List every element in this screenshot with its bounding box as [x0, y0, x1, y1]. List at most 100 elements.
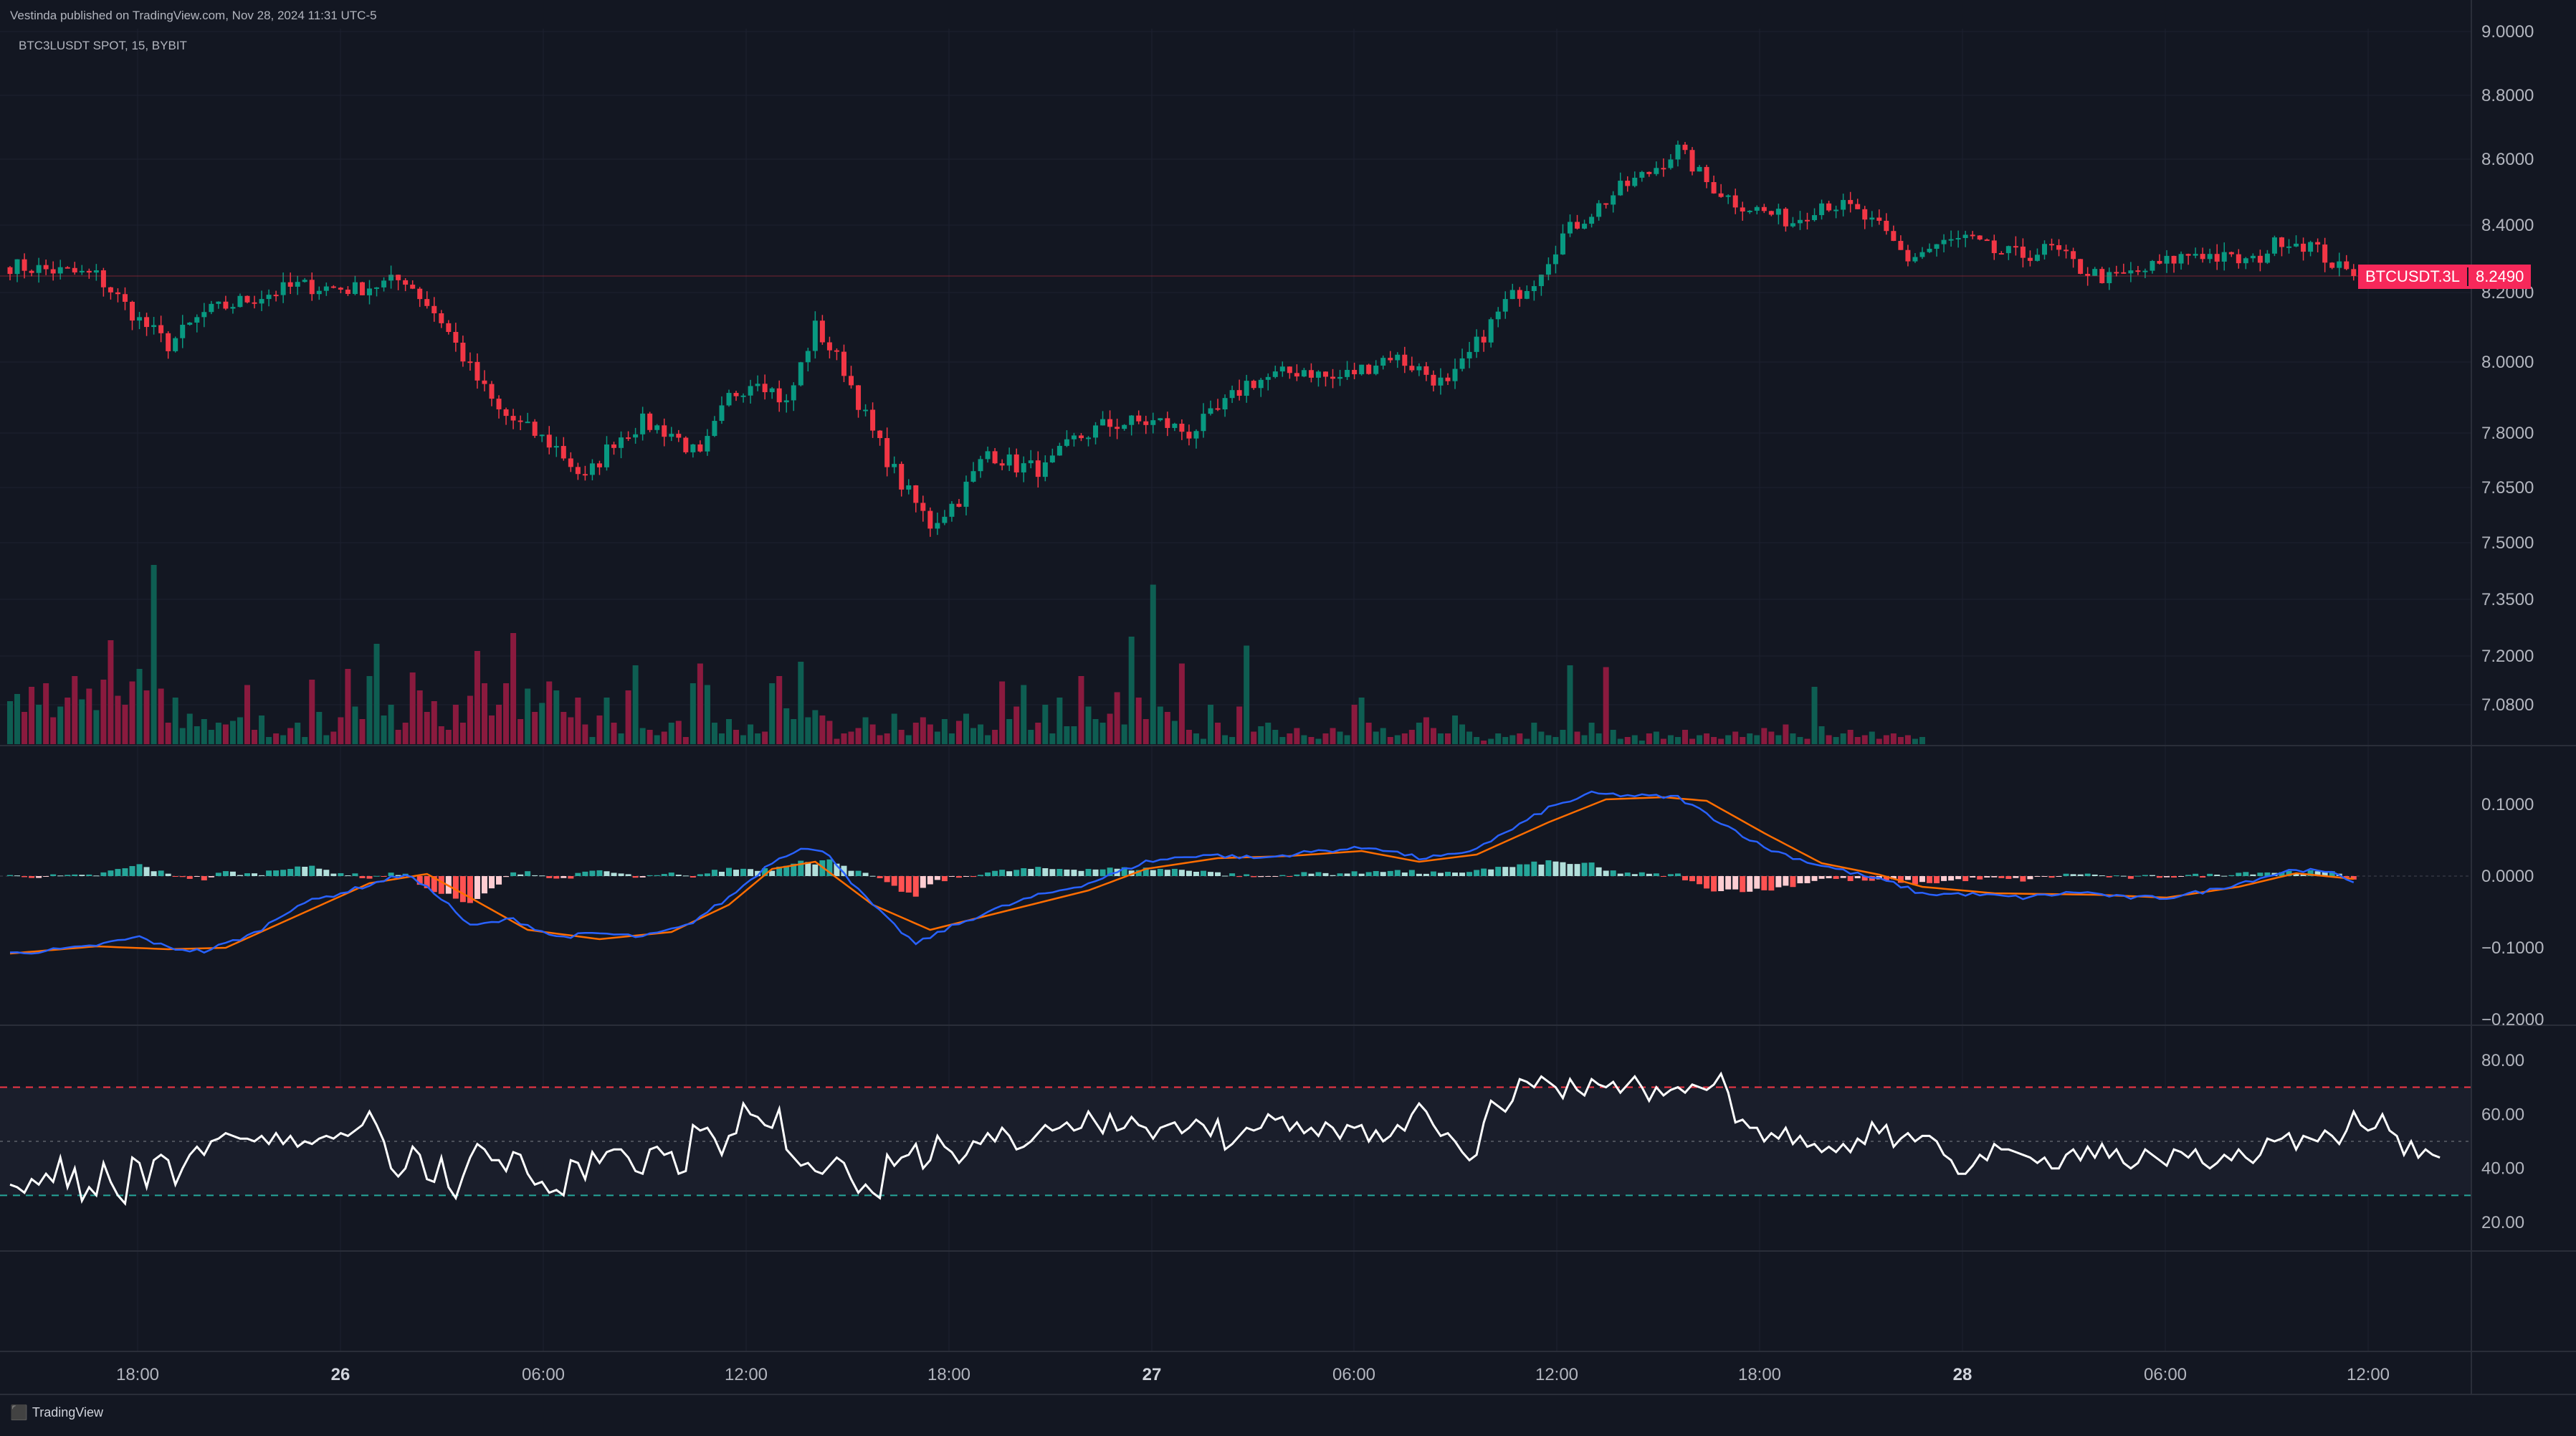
macd-histogram-bar: [2013, 876, 2019, 878]
candle-body: [1481, 336, 1487, 343]
candle-body: [424, 299, 430, 306]
volume-bar: [122, 705, 128, 744]
macd-histogram-bar: [2020, 876, 2026, 882]
volume-bar: [884, 733, 890, 744]
candle-body: [1301, 370, 1307, 377]
candle: [309, 272, 315, 301]
candle-body: [1395, 354, 1401, 361]
candle: [474, 353, 480, 389]
candle-body: [662, 425, 667, 437]
candle-body: [1136, 415, 1142, 422]
candle: [1848, 191, 1854, 213]
candle-body: [2005, 246, 2011, 254]
macd-histogram-bar: [2193, 873, 2199, 876]
candle: [1819, 199, 1825, 220]
macd-histogram-bar: [1854, 876, 1861, 879]
candle-body: [1416, 366, 1422, 371]
macd-histogram-bar: [1178, 870, 1185, 876]
macd-histogram-bar: [194, 876, 200, 877]
volume-bar: [1035, 723, 1041, 744]
candle-body: [1704, 166, 1709, 182]
candle-body: [1668, 159, 1674, 168]
candle: [776, 380, 782, 412]
volume-bar: [1904, 735, 1911, 744]
candle: [2107, 267, 2112, 290]
candle: [115, 288, 120, 303]
candle-body: [295, 282, 300, 287]
macd-histogram-bar: [596, 870, 603, 876]
candle-body: [2071, 251, 2076, 260]
candle: [1509, 283, 1515, 300]
volume-bar: [136, 669, 143, 744]
volume-bar: [1236, 706, 1243, 744]
candle-body: [1509, 290, 1515, 300]
volume-bar: [611, 723, 617, 744]
macd-histogram-bar: [2329, 871, 2335, 876]
volume-bar: [826, 721, 833, 744]
volume-bar: [1416, 723, 1422, 744]
candle: [1366, 363, 1372, 375]
macd-histogram-bar: [1617, 873, 1623, 876]
candle: [892, 456, 897, 474]
volume-bar: [1085, 706, 1092, 744]
candle-body: [2157, 261, 2162, 264]
volume-bar: [1466, 731, 1473, 744]
volume-bar: [1064, 726, 1070, 744]
candle-body: [144, 317, 150, 328]
candle: [1409, 356, 1415, 373]
macd-histogram-bar: [43, 876, 49, 877]
candle: [1445, 373, 1451, 385]
candle-body: [546, 434, 552, 448]
candle: [517, 415, 523, 431]
macd-histogram-bar: [1689, 876, 1696, 882]
candle: [1395, 352, 1401, 368]
candle-body: [1524, 290, 1530, 299]
last-price-divider: [2467, 267, 2469, 286]
time-tick-label: 26: [331, 1365, 350, 1384]
macd-histogram-bar: [2279, 872, 2285, 876]
candle-body: [2329, 262, 2335, 268]
candle: [1970, 231, 1975, 239]
volume-bar: [848, 731, 854, 744]
candle-body: [748, 386, 753, 396]
volume-bar: [1430, 728, 1436, 744]
volume-bar: [1157, 706, 1163, 744]
candle-body: [826, 342, 832, 351]
candle-body: [1064, 439, 1069, 446]
macd-histogram-bar: [1919, 876, 1925, 883]
volume-bar: [582, 724, 588, 744]
volume-bar: [1704, 733, 1710, 744]
candle: [2142, 268, 2148, 278]
candle: [2236, 249, 2241, 269]
volume-bar: [647, 730, 653, 744]
tradingview-logo[interactable]: ⬛ TradingView: [10, 1404, 103, 1422]
candle: [2078, 259, 2084, 275]
volume-bar: [639, 728, 646, 744]
macd-histogram-bar: [855, 870, 862, 876]
candle: [352, 275, 358, 295]
volume-bar: [1107, 713, 1113, 744]
candle: [209, 300, 214, 315]
candle-body: [166, 333, 171, 351]
candle-body: [1538, 275, 1544, 287]
candle: [1977, 235, 1983, 241]
volume-bar: [7, 701, 13, 744]
macd-histogram-bar: [1408, 870, 1415, 876]
volume-bar: [108, 640, 114, 744]
candle: [589, 459, 595, 480]
volume-bar: [1488, 738, 1494, 744]
candle: [1704, 164, 1709, 189]
candle-body: [2351, 269, 2357, 276]
volume-bar: [675, 721, 682, 744]
macd-histogram-bar: [1904, 876, 1911, 880]
volume-bar: [252, 730, 258, 744]
time-tick-label: 06:00: [2144, 1365, 2187, 1384]
candle: [604, 436, 609, 471]
macd-histogram-bar: [1215, 872, 1221, 876]
macd-histogram-bar: [826, 859, 833, 876]
volume-bar: [1610, 730, 1616, 744]
candle: [1136, 410, 1142, 424]
price-tick-label: 7.3500: [2481, 590, 2534, 609]
